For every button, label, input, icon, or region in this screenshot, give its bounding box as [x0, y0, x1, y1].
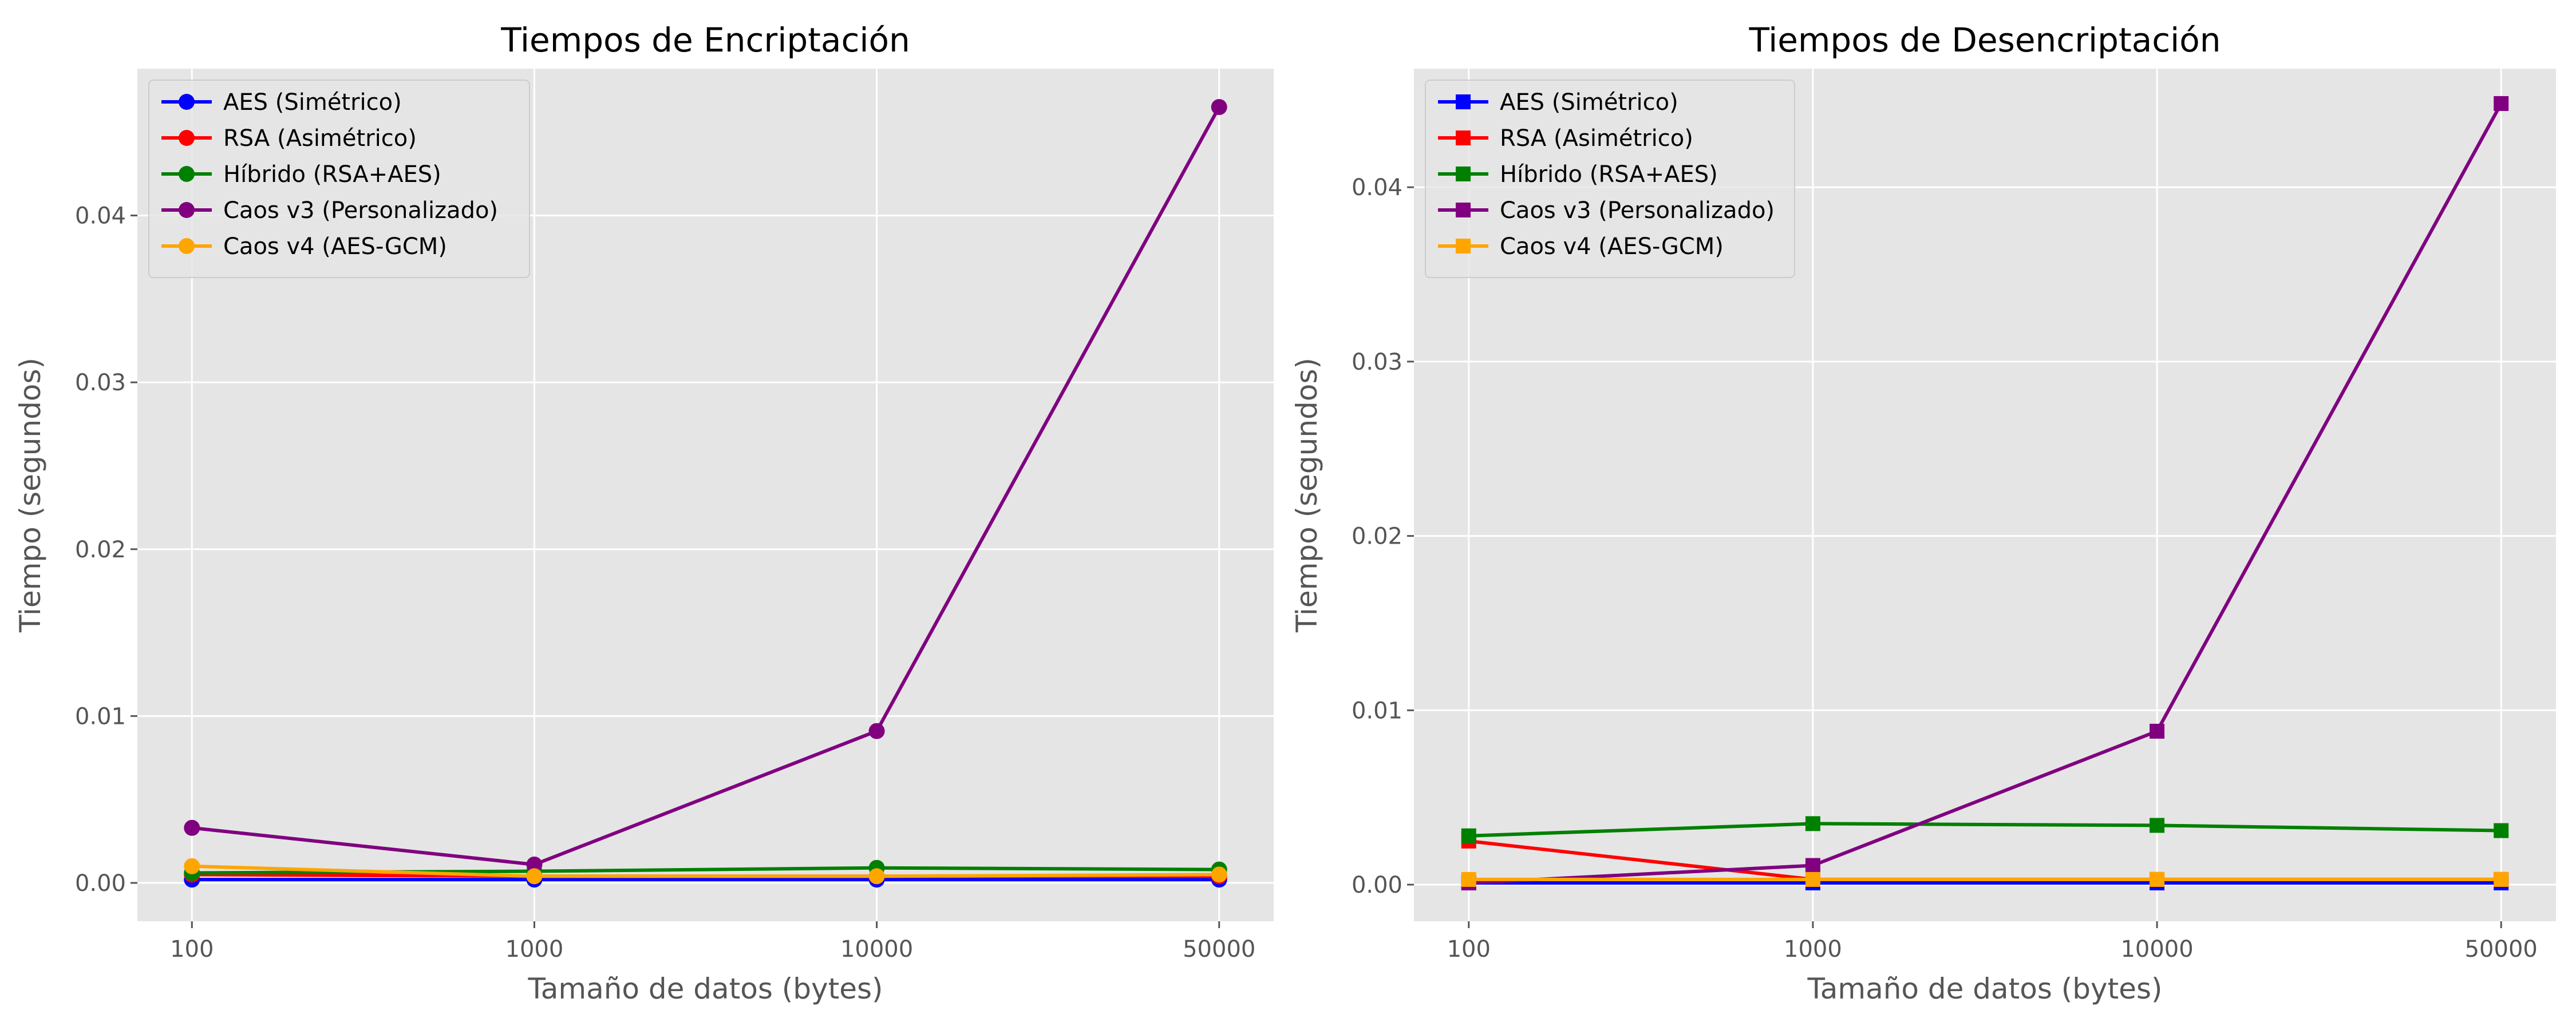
- series-3: [1461, 816, 2509, 843]
- y-tick-label: 0.03: [75, 370, 126, 396]
- legend-marker: [179, 94, 195, 110]
- x-tick-label: 100: [1447, 936, 1491, 962]
- data-point: [2150, 723, 2165, 739]
- series-line: [192, 864, 1219, 878]
- data-point: [1461, 828, 1476, 843]
- legend-item: Caos v4 (AES-GCM): [1438, 233, 1724, 260]
- series-line: [1468, 102, 2503, 885]
- legend-item: RSA (Asimétrico): [161, 125, 417, 152]
- legend-marker: [179, 130, 195, 146]
- x-tick-label: 100: [170, 936, 214, 962]
- legend-label: RSA (Asimétrico): [223, 125, 417, 152]
- legend-item: Caos v4 (AES-GCM): [161, 233, 447, 260]
- y-axis-label: Tiempo (segundos): [14, 358, 47, 633]
- x-tick-label: 10000: [2120, 936, 2193, 962]
- legend-label: RSA (Asimétrico): [1500, 125, 1693, 152]
- data-point: [2150, 871, 2165, 887]
- legend-item: Caos v3 (Personalizado): [161, 197, 498, 224]
- y-tick-label: 0.02: [75, 537, 126, 563]
- y-tick-label: 0.04: [1352, 175, 1402, 201]
- data-point: [2494, 823, 2509, 838]
- y-axis-label: Tiempo (segundos): [1290, 358, 1323, 633]
- series-4: [184, 99, 1227, 873]
- chart-title: Tiempos de Desencriptación: [1748, 21, 2221, 60]
- legend-marker: [1456, 130, 1471, 145]
- chart-title: Tiempos de Encriptación: [500, 21, 910, 60]
- legend: AES (Simétrico) RSA (Asimétrico) Híbrido (…: [148, 80, 530, 278]
- legend-item: Híbrido (RSA+AES): [1438, 161, 1718, 188]
- data-point: [1211, 866, 1227, 883]
- legend-marker: [1456, 203, 1471, 217]
- data-point: [184, 858, 200, 874]
- legend-label: AES (Simétrico): [1500, 89, 1678, 116]
- data-point: [1805, 816, 1820, 831]
- chart-panel-2: 0.00 0.01 0.02 0.03 0.04 100 1000 10000 50000 Tie…: [1290, 21, 2556, 1005]
- data-point: [1805, 858, 1820, 873]
- legend-label: Híbrido (RSA+AES): [1500, 161, 1718, 188]
- data-point: [1211, 99, 1227, 116]
- data-point: [526, 856, 543, 873]
- legend-label: Caos v4 (AES-GCM): [1500, 233, 1724, 260]
- y-tick-label: 0.00: [75, 870, 126, 897]
- y-tick-label: 0.01: [75, 703, 126, 730]
- x-tick-label: 50000: [1183, 936, 1255, 962]
- grid: [1414, 69, 2556, 921]
- legend-item: Híbrido (RSA+AES): [161, 161, 441, 188]
- data-point: [2150, 818, 2165, 833]
- x-axis-label: Tamaño de datos (bytes): [1807, 972, 2162, 1005]
- data-point: [1461, 871, 1476, 887]
- legend-label: Caos v3 (Personalizado): [1500, 197, 1775, 224]
- data-point: [2494, 871, 2509, 887]
- x-axis-label: Tamaño de datos (bytes): [527, 972, 883, 1005]
- data-point: [1805, 871, 1820, 887]
- legend-item: AES (Simétrico): [161, 89, 402, 116]
- legend-box: [148, 80, 530, 278]
- series-line: [191, 106, 1221, 866]
- legend-label: Caos v4 (AES-GCM): [223, 233, 447, 260]
- y-tick-label: 0.01: [1352, 698, 1402, 724]
- legend-marker: [179, 202, 195, 218]
- series-5: [1461, 871, 2509, 887]
- x-tick-label: 10000: [840, 936, 913, 962]
- legend-label: Caos v3 (Personalizado): [223, 197, 498, 224]
- y-tick-label: 0.00: [1352, 872, 1402, 898]
- series-line: [1468, 822, 2502, 838]
- y-tick-label: 0.03: [1352, 349, 1402, 375]
- x-tick-label: 1000: [505, 936, 564, 962]
- data-point: [184, 819, 200, 836]
- series-4: [1461, 96, 2509, 890]
- legend-item: AES (Simétrico): [1438, 89, 1678, 116]
- legend-item: RSA (Asimétrico): [1438, 125, 1693, 152]
- data-point: [526, 868, 543, 885]
- x-tick-label: 50000: [2465, 936, 2538, 962]
- legend-item: Caos v3 (Personalizado): [1438, 197, 1775, 224]
- data-point: [2494, 96, 2509, 111]
- series-5: [184, 858, 1227, 885]
- legend-marker: [1456, 94, 1471, 109]
- legend-marker: [179, 238, 195, 254]
- data-point: [868, 723, 885, 739]
- legend-label: Híbrido (RSA+AES): [223, 161, 441, 188]
- legend-marker: [1456, 167, 1471, 181]
- chart-panel-1: 0.00 0.01 0.02 0.03 0.04 100 1000 10000 50000 Tie…: [14, 21, 1274, 1005]
- y-tick-label: 0.02: [1352, 524, 1402, 550]
- legend-marker: [1456, 239, 1471, 253]
- legend-marker: [179, 166, 195, 182]
- data-point: [868, 868, 885, 885]
- y-tick-label: 0.04: [75, 203, 126, 229]
- legend-box: [1425, 80, 1795, 278]
- x-tick-label: 1000: [1784, 936, 1842, 962]
- legend-label: AES (Simétrico): [223, 89, 402, 116]
- legend: AES (Simétrico) RSA (Asimétrico) Híbrido (…: [1425, 80, 1795, 278]
